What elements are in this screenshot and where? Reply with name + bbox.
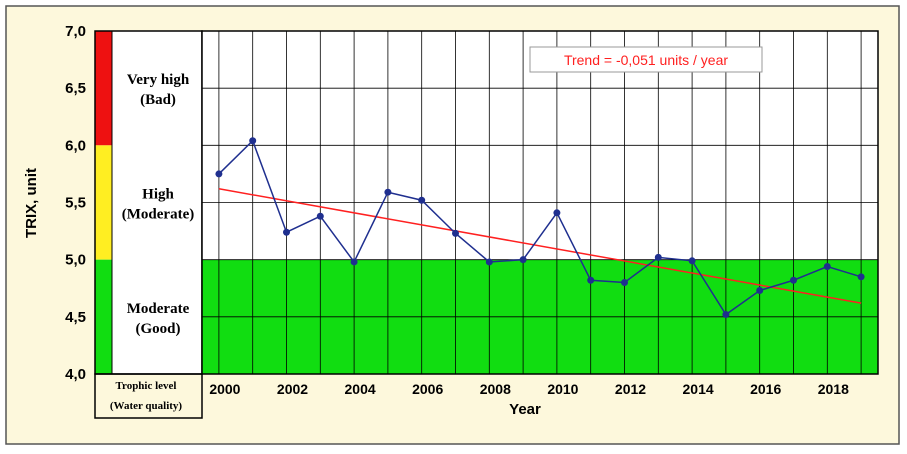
y-tick-label: 7,0 — [65, 23, 86, 40]
x-tick-label: 2000 — [209, 381, 240, 397]
x-tick-label: 2016 — [750, 381, 781, 397]
x-tick-label: 2006 — [412, 381, 443, 397]
y-tick-labels: 4,0 4,5 5,0 5,5 6,0 6,5 7,0 — [65, 23, 86, 383]
trophic-panel-bg — [95, 31, 202, 374]
data-point — [249, 137, 257, 145]
x-tick-label: 2012 — [615, 381, 646, 397]
zone-label-2-line1: Moderate — [127, 301, 190, 317]
data-point — [519, 256, 527, 264]
zone-label-0-line2: (Bad) — [140, 92, 176, 108]
y-tick-label: 4,5 — [65, 309, 86, 326]
plot-border — [201, 30, 879, 375]
zone-label-2-line2: (Good) — [136, 321, 181, 337]
y-tick-label: 6,0 — [65, 137, 86, 154]
x-tick-label: 2002 — [277, 381, 308, 397]
data-point — [587, 276, 595, 284]
data-point — [857, 273, 865, 281]
x-tick-label: 2018 — [818, 381, 849, 397]
series-trix — [215, 137, 865, 319]
y-tick-label: 6,5 — [65, 80, 86, 97]
water-quality-label: (Water quality) — [110, 400, 183, 412]
zone-label-1-line1: High — [142, 187, 174, 203]
data-point — [654, 253, 662, 261]
y-tick-label: 5,0 — [65, 252, 86, 269]
x-axis-title: Year — [509, 401, 541, 418]
data-point — [384, 188, 392, 196]
data-point — [790, 276, 797, 284]
data-point — [316, 212, 324, 220]
zone-color-0 — [95, 31, 112, 146]
zone-color-1 — [95, 145, 112, 260]
data-point — [688, 257, 696, 265]
trophic-level-label: Trophic level — [115, 380, 176, 392]
trend-label: Trend = -0,051 units / year — [564, 52, 728, 68]
trend-line — [218, 188, 862, 304]
data-point — [485, 258, 493, 266]
data-point — [452, 229, 459, 237]
data-point — [350, 258, 358, 266]
x-tick-labels: 2000 2002 2004 2006 2008 2010 2012 2014 2016 2018 — [209, 381, 849, 397]
data-point — [418, 196, 426, 204]
y-tick-label: 5,5 — [65, 195, 86, 212]
x-tick-label: 2010 — [547, 381, 578, 397]
x-tick-label: 2014 — [683, 381, 714, 397]
data-point — [823, 263, 831, 271]
grid-lines — [201, 30, 879, 375]
data-point — [215, 170, 223, 178]
data-point — [553, 209, 561, 217]
trophic-label-box — [94, 373, 203, 419]
zone-label-1-line2: (Moderate) — [122, 207, 194, 223]
zone-label-0-line1: Very high — [127, 72, 190, 88]
data-point — [621, 279, 628, 287]
data-point — [722, 311, 730, 319]
zone-color-2 — [95, 259, 112, 374]
data-point — [283, 228, 290, 236]
y-tick-label: 4,0 — [65, 366, 86, 383]
trend-label-box — [529, 46, 763, 73]
y-axis-title: TRIX, unit — [23, 168, 40, 238]
x-tick-label: 2004 — [345, 381, 376, 397]
data-point — [756, 287, 764, 295]
trophic-level-panel: Very high (Bad) High (Moderate) Moderate (Goo… — [94, 30, 203, 419]
x-tick-label: 2008 — [480, 381, 511, 397]
series-line — [218, 139, 862, 316]
trend-line-segment — [218, 188, 862, 304]
